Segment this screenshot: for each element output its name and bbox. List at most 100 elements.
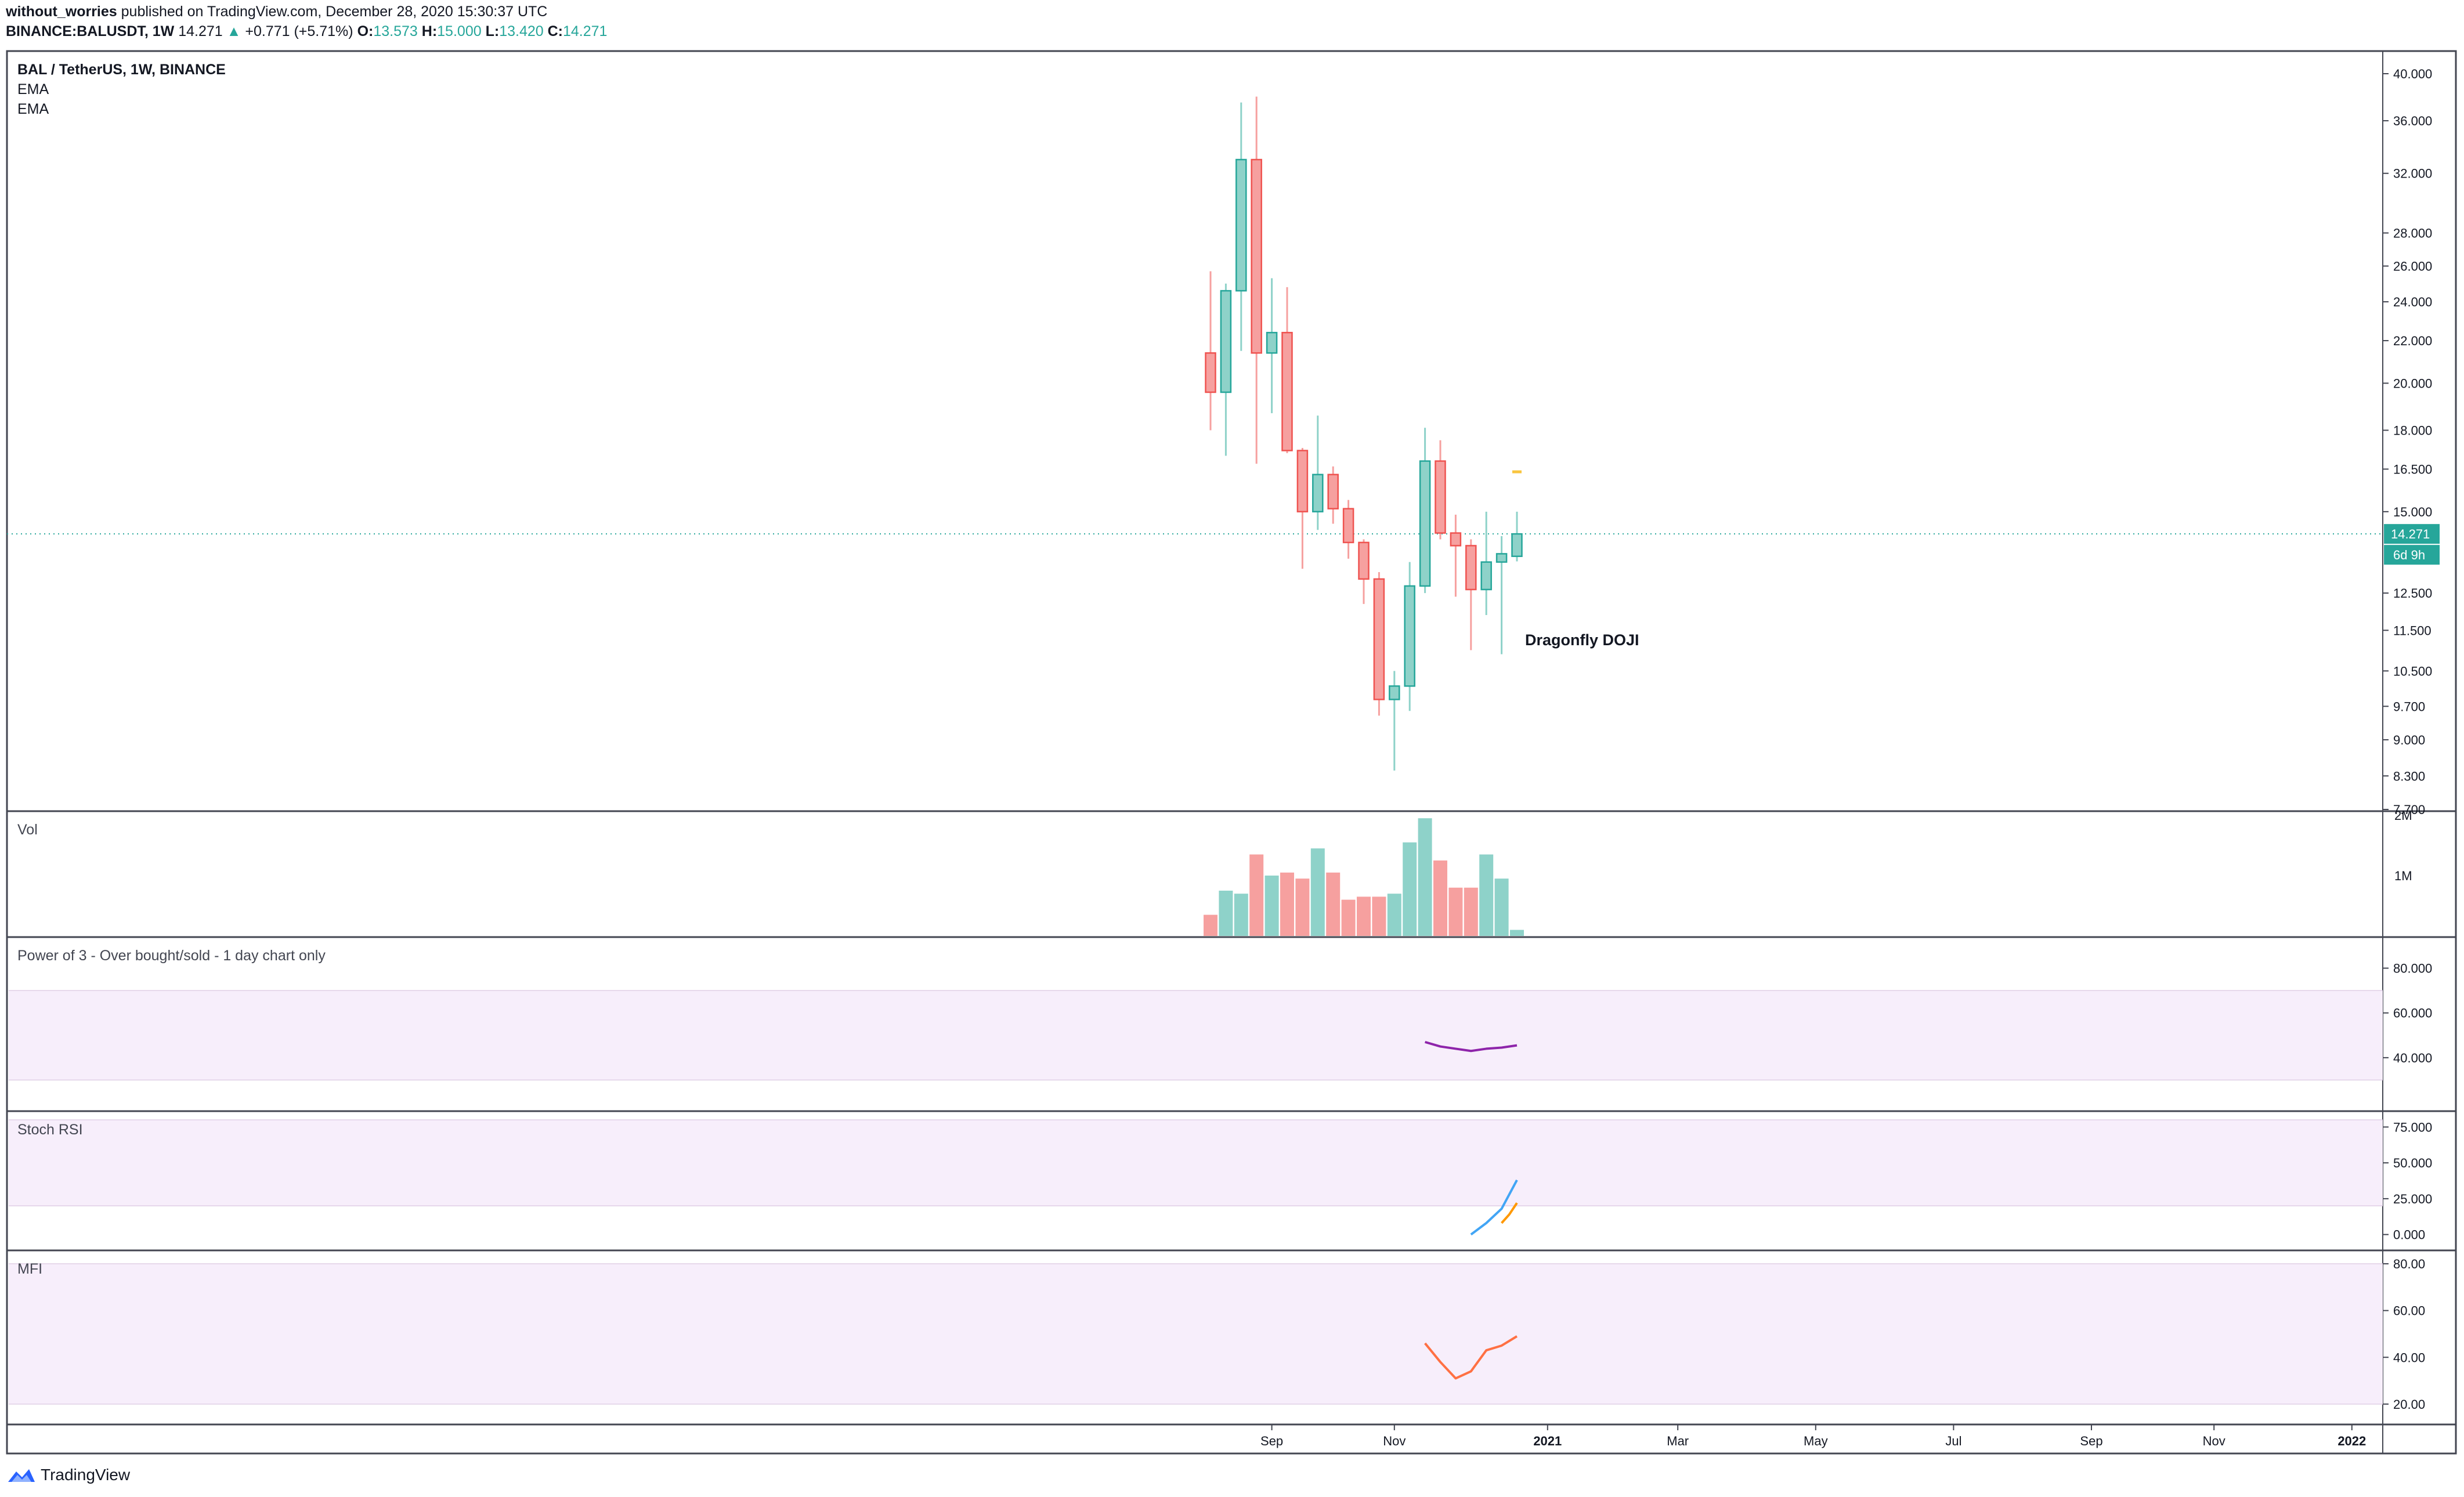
stoch-rsi-tick-label: 0.000 [2393, 1228, 2425, 1242]
volume-bar [1280, 872, 1294, 936]
chart-frame [6, 50, 2457, 1455]
last-price-label: 14.271 [2391, 527, 2430, 541]
candle-body [1220, 290, 1232, 393]
price-tick-label: 36.000 [2393, 114, 2432, 128]
candle-body [1480, 561, 1492, 591]
price-tick-label: 15.000 [2393, 505, 2432, 519]
price-tick-label: 10.500 [2393, 664, 2432, 678]
ema-legend: EMA [17, 101, 49, 117]
stoch-rsi-tick-label: 25.000 [2393, 1192, 2432, 1206]
price-tick-label: 28.000 [2393, 226, 2432, 240]
candle-body [1235, 158, 1247, 292]
price-tick-label: 11.500 [2393, 623, 2432, 638]
candle-body [1435, 460, 1446, 534]
candle-body [1342, 508, 1354, 544]
candle-body [1358, 541, 1370, 580]
low-value: 13.420 [499, 23, 544, 39]
volume-bar [1310, 848, 1325, 936]
publish-line: without_worries published on TradingView… [6, 3, 547, 20]
close-value: 14.271 [563, 23, 608, 39]
mfi-title: MFI [17, 1261, 42, 1277]
price-change: +0.771 (+5.71%) [245, 23, 353, 39]
oscillator-band [9, 1120, 2383, 1206]
candle-body [1251, 158, 1262, 354]
time-tick-label: 2021 [1533, 1434, 1562, 1448]
power-of-3-tick-label: 60.000 [2393, 1006, 2432, 1021]
mfi-tick-label: 60.00 [2393, 1304, 2425, 1318]
oscillator-band [9, 1264, 2383, 1404]
volume-bar [1326, 872, 1341, 936]
volume-bar [1372, 896, 1386, 936]
mfi-line [1424, 1335, 1518, 1380]
candle-body [1296, 450, 1309, 513]
countdown-label: 6d 9h [2393, 548, 2425, 562]
volume-bar [1219, 891, 1233, 936]
volume-bar [1510, 930, 1524, 936]
ema-legend: EMA [17, 81, 49, 97]
price-pane-title: BAL / TetherUS, 1W, BINANCE [17, 62, 226, 78]
mfi-tick-label: 20.00 [2393, 1397, 2425, 1412]
low-label: L: [485, 23, 500, 39]
price-tick-label: 20.000 [2393, 376, 2432, 390]
tradingview-logo-icon [8, 1469, 35, 1482]
candle-body [1327, 473, 1339, 509]
tradingview-brand: TradingView [41, 1466, 131, 1484]
volume-bar [1448, 887, 1463, 936]
power-of-3-tick-label: 40.000 [2393, 1051, 2432, 1065]
up-triangle-icon: ▲ [226, 23, 241, 39]
price-tick-label: 26.000 [2393, 259, 2432, 274]
candle-body [1389, 685, 1400, 700]
symbol-label: BINANCE:BALUSDT, 1W [6, 23, 175, 39]
price-tick-label: 32.000 [2393, 167, 2432, 181]
price-tick-label: 16.500 [2393, 462, 2432, 476]
volume-bar [1234, 894, 1248, 936]
candle-body [1419, 460, 1431, 587]
time-tick-label: Sep [1260, 1434, 1283, 1448]
stoch-rsi-tick-label: 75.000 [2393, 1120, 2432, 1134]
open-label: O: [357, 23, 374, 39]
volume-bar [1433, 860, 1447, 936]
price-tick-label: 22.000 [2393, 334, 2432, 348]
candle-body [1450, 532, 1462, 547]
candle-body [1495, 553, 1508, 563]
price-tick-label: 24.000 [2393, 295, 2432, 309]
volume-bar [1464, 887, 1478, 936]
volume-bar [1204, 914, 1217, 936]
close-label: C: [547, 23, 563, 39]
last-price: 14.271 [178, 23, 223, 39]
time-tick-label: Sep [2080, 1434, 2102, 1448]
power-of-3-title: Power of 3 - Over bought/sold - 1 day ch… [17, 948, 326, 964]
mfi-tick-label: 80.00 [2393, 1257, 2425, 1271]
time-tick-label: Mar [1667, 1434, 1689, 1448]
vol-tick-label: 2M [2394, 808, 2412, 823]
volume-bar [1479, 854, 1494, 936]
power-of-3-line [1425, 1040, 1518, 1053]
candle-body [1373, 578, 1385, 700]
high-value: 15.000 [437, 23, 482, 39]
time-tick-label: 2022 [2337, 1434, 2366, 1448]
candle-body [1281, 331, 1293, 451]
volume-bar [1403, 842, 1417, 936]
countdown-tag [2384, 545, 2440, 565]
vol-tick-label: 1M [2394, 869, 2412, 883]
time-tick-label: May [1804, 1434, 1828, 1448]
author-name[interactable]: without_worries [6, 3, 117, 20]
time-tick-label: Nov [1383, 1434, 1406, 1448]
high-label: H: [421, 23, 438, 39]
mfi-tick-label: 40.00 [2393, 1350, 2425, 1365]
stoch-rsi-title: Stoch RSI [17, 1122, 83, 1138]
price-tick-label: 8.300 [2393, 769, 2425, 783]
volume-bar [1249, 854, 1264, 936]
tradingview-logo[interactable]: TradingView [7, 1466, 130, 1484]
volume-bar [1264, 876, 1279, 936]
price-tick-label: 18.000 [2393, 424, 2432, 438]
stoch-rsi-tick-label: 50.000 [2393, 1156, 2432, 1170]
volume-bar [1494, 878, 1509, 936]
price-tick-label: 12.500 [2393, 586, 2432, 601]
pattern-annotation: Dragonfly DOJI [1525, 631, 1639, 649]
oscillator-band [9, 990, 2383, 1080]
volume-bar [1295, 878, 1310, 936]
open-value: 13.573 [373, 23, 418, 39]
time-tick-label: Nov [2203, 1434, 2225, 1448]
